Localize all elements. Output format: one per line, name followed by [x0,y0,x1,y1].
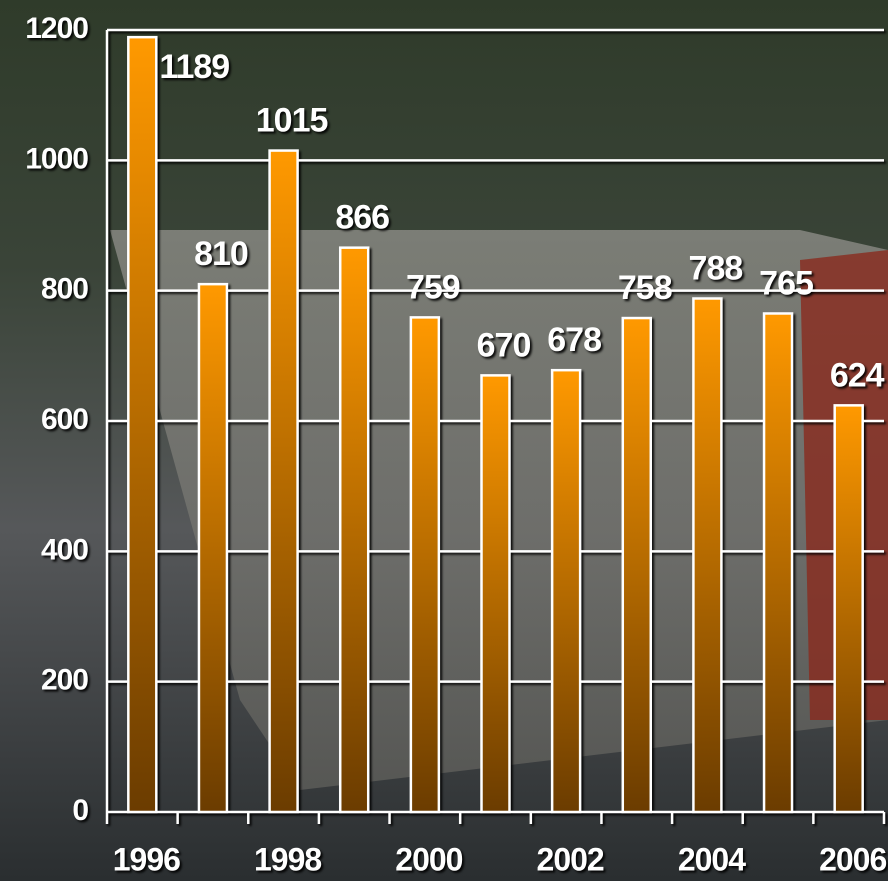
data-label: 670 [477,326,531,364]
data-label: 765 [759,264,813,302]
y-tick-label: 1000 [25,142,88,175]
y-tick-label: 600 [41,403,88,436]
x-tick-label: 1996 [113,841,180,877]
x-tick-label: 2006 [819,841,886,877]
x-tick-label: 1998 [254,841,321,877]
bar [340,248,368,812]
data-label: 759 [406,268,460,306]
bar [764,313,792,812]
bar [199,284,227,812]
data-label: 624 [830,356,885,394]
data-label: 866 [335,199,389,237]
y-tick-label: 200 [41,664,88,697]
chart: 0 200 400 600 800 1000 1200 1996 1189 810 1998 1015… [0,0,888,881]
bar [411,317,439,812]
x-tick-label: 2002 [537,841,604,877]
bar [552,370,580,812]
x-tick-label: 2000 [395,841,462,877]
y-tick-label: 400 [41,533,88,566]
data-label: 810 [194,235,248,273]
data-label: 758 [618,269,672,307]
bar [270,151,298,812]
bar [623,318,651,812]
data-label: 788 [689,249,743,287]
y-tick-label: 800 [41,273,88,306]
data-label: 1189 [159,48,229,86]
data-label: 678 [547,321,601,359]
x-tick-label: 2004 [678,841,746,877]
bar [482,375,510,812]
y-tick-label: 1200 [25,12,88,45]
data-label: 1015 [256,102,328,140]
y-tick-label: 0 [72,794,88,827]
bar [835,405,863,812]
bar [693,298,721,812]
bar [128,37,156,812]
